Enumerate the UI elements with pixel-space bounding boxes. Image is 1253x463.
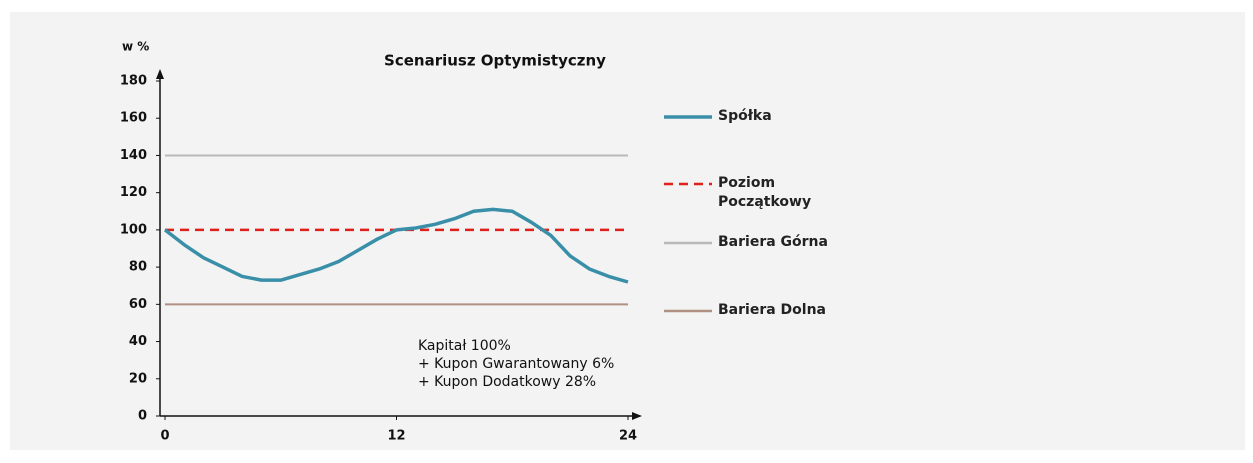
y-tick-label: 40 bbox=[129, 334, 147, 349]
annotation: Kapitał 100% bbox=[418, 338, 511, 354]
series-line bbox=[163, 207, 629, 284]
y-axis-label: w % bbox=[122, 40, 149, 54]
y-tick-label: 60 bbox=[129, 297, 147, 312]
legend-label: Poziom Początkowy bbox=[718, 175, 812, 210]
y-tick-label: 80 bbox=[129, 260, 147, 275]
x-tick-label: 24 bbox=[619, 429, 637, 444]
y-tick-label: 160 bbox=[120, 111, 147, 126]
y-axis-arrow bbox=[156, 69, 164, 79]
x-tick-label: 12 bbox=[387, 429, 405, 444]
legend-label: Spółka bbox=[718, 108, 772, 124]
y-tick-label: 20 bbox=[129, 371, 147, 386]
annotation: + Kupon Dodatkowy 28% bbox=[418, 374, 596, 390]
x-axis-arrow bbox=[632, 412, 642, 420]
legend-label: Bariera Górna bbox=[718, 234, 828, 250]
chart-title: Scenariusz Optymistyczny bbox=[384, 52, 606, 70]
y-tick-label: 180 bbox=[120, 74, 147, 89]
annotation: + Kupon Gwarantowany 6% bbox=[418, 356, 614, 372]
y-tick-label: 140 bbox=[120, 148, 147, 163]
y-tick-label: 120 bbox=[120, 185, 147, 200]
y-tick-label: 0 bbox=[138, 409, 147, 424]
y-tick-label: 100 bbox=[120, 222, 147, 237]
x-tick-label: 0 bbox=[160, 429, 169, 444]
legend-label: Bariera Dolna bbox=[718, 302, 826, 318]
